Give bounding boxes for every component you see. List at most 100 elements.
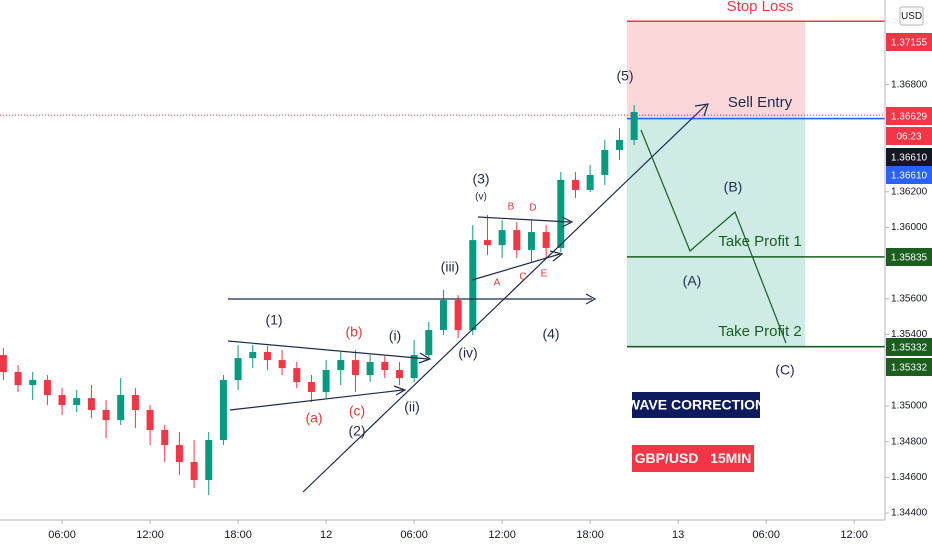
candle-body <box>219 380 227 441</box>
candle-body <box>527 232 535 251</box>
wave-label: (A) <box>683 273 702 289</box>
y-tick-label: 1.34400 <box>891 508 928 519</box>
arrow-head <box>561 216 574 228</box>
arrow-head <box>393 385 407 396</box>
wave-label: (b) <box>345 324 362 340</box>
y-tick-label: 1.36000 <box>891 222 928 233</box>
arrow-head <box>694 103 709 117</box>
stop-region <box>627 21 805 119</box>
currency: USD <box>901 11 922 22</box>
wave-label: E <box>541 269 548 280</box>
arrow-head <box>585 293 597 305</box>
candle-body <box>43 380 51 396</box>
y-tick-label: 1.34600 <box>891 472 928 483</box>
x-tick-label: 06:00 <box>48 529 76 541</box>
currency-box <box>899 6 924 26</box>
wave-label: (C) <box>775 362 794 378</box>
candle-body <box>190 461 198 481</box>
wave-label: (c) <box>349 403 365 419</box>
candle-body <box>131 395 139 411</box>
candle-body <box>351 360 359 376</box>
x-tick-label: 18:00 <box>224 529 252 541</box>
price-badge <box>886 127 932 145</box>
candle-body <box>601 149 609 175</box>
wave-label: (ii) <box>404 399 420 415</box>
candle-body <box>439 300 447 331</box>
x-tick-label: 18:00 <box>576 529 604 541</box>
candle-body <box>483 240 491 246</box>
candle-body <box>117 395 125 421</box>
price-badge <box>886 148 932 166</box>
price-badge <box>886 166 932 184</box>
price-badge-label: 1.35332 <box>891 363 928 374</box>
candle-body <box>630 111 638 140</box>
candle-body <box>586 174 594 190</box>
wave-label: (iv) <box>458 345 477 361</box>
wave-label: (i) <box>389 328 401 344</box>
wave-label: (v) <box>475 192 487 203</box>
arrow-head <box>418 352 432 364</box>
level-label: Take Profit 2 <box>718 323 801 340</box>
position-regions <box>0 20 885 348</box>
candles <box>0 104 638 496</box>
candle-body <box>410 355 418 379</box>
candle-body <box>615 139 623 150</box>
box-label: GBP/USD 15MIN <box>635 450 752 466</box>
price-badge-label: 1.37155 <box>891 38 928 49</box>
candle-body <box>161 430 169 446</box>
y-tick-label: 1.36200 <box>891 186 928 197</box>
wave-drawings <box>227 103 709 493</box>
candle-body <box>146 410 154 431</box>
price-badge <box>886 338 932 356</box>
annotations: Stop Loss Sell Entry Take Profit 1 Take Pro… <box>265 0 802 472</box>
candle-body <box>557 179 565 248</box>
wave-label: (3) <box>472 171 489 187</box>
price-badge <box>886 33 932 51</box>
candle-body <box>29 380 37 386</box>
x-tick-label: 12:00 <box>136 529 164 541</box>
candle-body <box>425 330 433 356</box>
wave-label: C <box>519 272 526 283</box>
price-badge-label: 1.36610 <box>891 171 928 182</box>
wave-label: (4) <box>542 326 559 342</box>
wave-label: (2) <box>348 423 365 439</box>
price-badge-label: 1.36610 <box>891 153 928 164</box>
profit-region <box>627 118 805 347</box>
candle-body <box>395 370 403 379</box>
box-label: WAVE CORRECTION <box>627 397 765 413</box>
candle-body <box>469 240 477 331</box>
wave-label: (B) <box>724 179 743 195</box>
trend-line <box>477 216 571 223</box>
wave-label: (5) <box>616 68 633 84</box>
candle-body <box>102 410 110 421</box>
y-tick-label: 1.35000 <box>891 401 928 412</box>
price-badge <box>886 107 932 125</box>
candle-body <box>175 445 183 462</box>
candle-body <box>263 352 271 361</box>
price-badge-label: 1.36629 <box>891 112 928 123</box>
candle-body <box>278 360 286 369</box>
price-badge-label: 1.35332 <box>891 343 928 354</box>
candle-body <box>58 395 66 406</box>
price-badge <box>886 358 932 376</box>
candle-body <box>87 398 95 411</box>
candle-body <box>337 360 345 371</box>
candle-body <box>498 230 506 246</box>
candle-body <box>307 382 315 393</box>
arrow-head <box>549 250 564 262</box>
price-badge-label: 1.35835 <box>891 253 928 264</box>
candle-body <box>73 398 81 406</box>
candle-body <box>293 368 301 383</box>
candle-body <box>14 372 22 386</box>
wave-label: B <box>508 202 515 213</box>
wave-label: (a) <box>305 410 322 426</box>
x-tick-label: 12:00 <box>840 529 868 541</box>
candle-body <box>513 230 521 251</box>
candle-body <box>454 300 462 331</box>
projection-path <box>640 129 787 344</box>
y-tick-label: 1.35400 <box>891 329 928 340</box>
trend-line <box>227 340 429 360</box>
candle-body <box>542 232 550 248</box>
trend-line <box>471 253 561 281</box>
